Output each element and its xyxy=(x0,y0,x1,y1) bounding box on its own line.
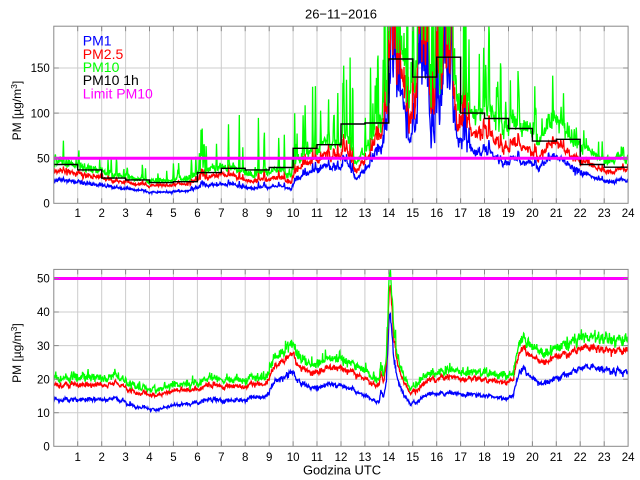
svg-text:PM1: PM1 xyxy=(83,33,112,49)
svg-text:19: 19 xyxy=(502,452,515,464)
svg-text:24: 24 xyxy=(622,452,635,464)
svg-text:2: 2 xyxy=(98,452,104,464)
svg-text:21: 21 xyxy=(550,452,563,464)
svg-text:18: 18 xyxy=(478,208,491,220)
svg-text:PM10 1h: PM10 1h xyxy=(83,72,139,88)
svg-text:22: 22 xyxy=(574,452,587,464)
svg-text:4: 4 xyxy=(146,452,153,464)
svg-text:10: 10 xyxy=(287,208,300,220)
svg-text:8: 8 xyxy=(242,208,248,220)
svg-text:12: 12 xyxy=(335,208,348,220)
svg-text:13: 13 xyxy=(359,208,372,220)
svg-text:40: 40 xyxy=(37,307,50,319)
svg-text:9: 9 xyxy=(266,208,272,220)
svg-text:24: 24 xyxy=(622,208,635,220)
svg-text:23: 23 xyxy=(598,208,611,220)
svg-text:15: 15 xyxy=(406,208,419,220)
svg-text:Godzina UTC: Godzina UTC xyxy=(303,463,381,478)
svg-text:50: 50 xyxy=(37,274,50,286)
svg-text:PM [µg/m3]: PM [µg/m3] xyxy=(9,81,24,141)
svg-text:9: 9 xyxy=(266,452,272,464)
svg-text:11: 11 xyxy=(311,452,323,464)
svg-text:5: 5 xyxy=(170,452,176,464)
svg-text:16: 16 xyxy=(430,452,443,464)
svg-text:16: 16 xyxy=(430,208,443,220)
svg-text:11: 11 xyxy=(311,208,323,220)
svg-text:PM10: PM10 xyxy=(83,59,120,75)
svg-text:PM [µg/m3]: PM [µg/m3] xyxy=(9,323,24,383)
svg-text:21: 21 xyxy=(550,208,563,220)
svg-text:7: 7 xyxy=(218,208,224,220)
svg-text:6: 6 xyxy=(194,452,200,464)
svg-text:4: 4 xyxy=(146,208,153,220)
svg-text:12: 12 xyxy=(335,452,348,464)
svg-text:2: 2 xyxy=(98,208,104,220)
svg-text:0: 0 xyxy=(43,199,49,211)
svg-text:3: 3 xyxy=(122,208,128,220)
svg-text:8: 8 xyxy=(242,452,248,464)
svg-text:20: 20 xyxy=(37,374,50,386)
svg-text:10: 10 xyxy=(37,408,50,420)
svg-text:150: 150 xyxy=(31,63,50,75)
svg-text:1: 1 xyxy=(74,452,80,464)
svg-text:14: 14 xyxy=(382,452,395,464)
svg-text:3: 3 xyxy=(122,452,128,464)
svg-text:26−11−2016: 26−11−2016 xyxy=(305,6,377,21)
svg-text:10: 10 xyxy=(287,452,300,464)
svg-text:5: 5 xyxy=(170,208,176,220)
svg-text:19: 19 xyxy=(502,208,515,220)
svg-text:17: 17 xyxy=(454,208,467,220)
svg-text:50: 50 xyxy=(37,153,50,165)
svg-text:18: 18 xyxy=(478,452,491,464)
svg-text:22: 22 xyxy=(574,208,587,220)
svg-text:14: 14 xyxy=(382,208,395,220)
svg-text:7: 7 xyxy=(218,452,224,464)
svg-text:30: 30 xyxy=(37,341,50,353)
svg-text:17: 17 xyxy=(454,452,467,464)
svg-text:15: 15 xyxy=(406,452,419,464)
svg-text:1: 1 xyxy=(74,208,80,220)
svg-text:6: 6 xyxy=(194,208,200,220)
svg-text:23: 23 xyxy=(598,452,611,464)
svg-text:100: 100 xyxy=(31,108,50,120)
svg-text:Limit PM10: Limit PM10 xyxy=(83,85,153,101)
svg-text:13: 13 xyxy=(359,452,372,464)
svg-text:PM2.5: PM2.5 xyxy=(83,46,124,62)
svg-text:20: 20 xyxy=(526,452,539,464)
svg-text:20: 20 xyxy=(526,208,539,220)
svg-text:0: 0 xyxy=(43,442,49,454)
